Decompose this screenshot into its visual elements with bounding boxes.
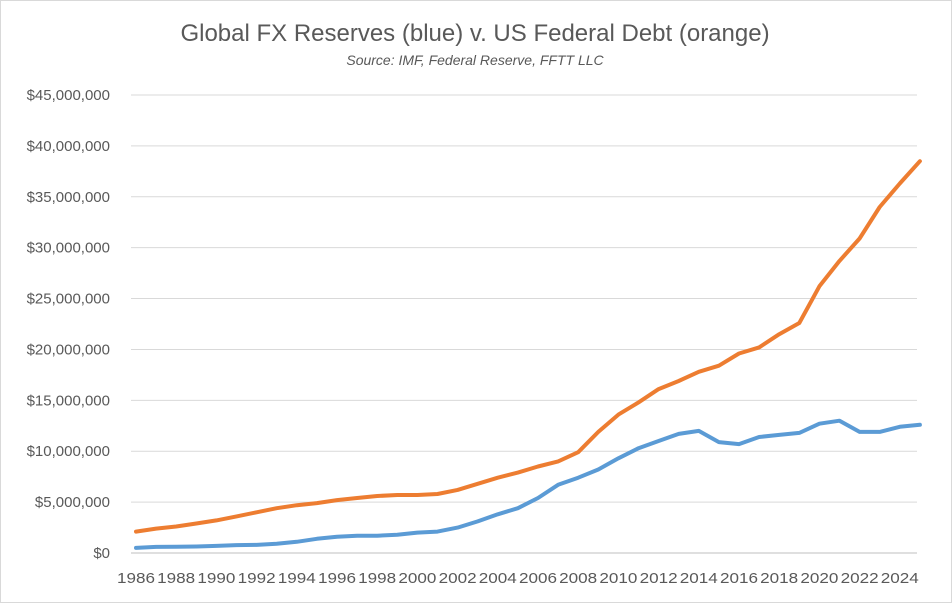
chart-subtitle: Source: IMF, Federal Reserve, FFTT LLC xyxy=(346,52,604,68)
y-tick-label: $25,000,000 xyxy=(27,291,110,308)
gridlines xyxy=(131,94,917,554)
y-tick-label: $0 xyxy=(93,545,110,562)
x-tick-label: 2002 xyxy=(439,570,477,587)
series-lines xyxy=(134,159,922,550)
chart-title: Global FX Reserves (blue) v. US Federal … xyxy=(180,20,770,47)
y-tick-label: $30,000,000 xyxy=(27,240,110,257)
x-tick-label: 2000 xyxy=(398,570,436,587)
y-tick-label: $20,000,000 xyxy=(27,341,110,358)
x-tick-label: 1988 xyxy=(157,570,195,587)
y-tick-label: $40,000,000 xyxy=(27,138,110,155)
x-tick-label: 2020 xyxy=(800,570,838,587)
x-tick-label: 1996 xyxy=(318,570,356,587)
x-tick-label: 2008 xyxy=(559,570,597,587)
x-tick-label: 1998 xyxy=(358,570,396,587)
y-tick-label: $45,000,000 xyxy=(27,87,110,104)
x-tick-label: 1986 xyxy=(117,570,155,587)
series-line-federal-debt xyxy=(134,159,922,534)
series-line-fx-reserves xyxy=(134,418,922,550)
x-tick-label: 2006 xyxy=(519,570,557,587)
y-tick-label: $10,000,000 xyxy=(27,443,110,460)
x-tick-label: 2010 xyxy=(599,570,637,587)
x-axis-tick-labels: 1986 1988 1990 1992 1994 1996 1998 2000 2002 2004… xyxy=(117,570,919,587)
x-tick-label: 2012 xyxy=(640,570,678,587)
x-tick-label: 1990 xyxy=(197,570,235,587)
x-tick-label: 2022 xyxy=(841,570,879,587)
x-tick-label: 1992 xyxy=(238,570,276,587)
y-tick-label: $35,000,000 xyxy=(27,189,110,206)
x-tick-label: 2024 xyxy=(881,570,919,587)
x-tick-label: 1994 xyxy=(278,570,316,587)
x-tick-label: 2004 xyxy=(479,570,517,587)
y-tick-label: $5,000,000 xyxy=(35,494,110,511)
x-tick-label: 2016 xyxy=(720,570,758,587)
y-tick-label: $15,000,000 xyxy=(27,392,110,409)
y-axis-tick-labels: $0 $5,000,000 $10,000,000 $15,000,000 $20,00… xyxy=(27,87,110,562)
x-tick-label: 2014 xyxy=(680,570,718,587)
x-tick-label: 2018 xyxy=(760,570,798,587)
